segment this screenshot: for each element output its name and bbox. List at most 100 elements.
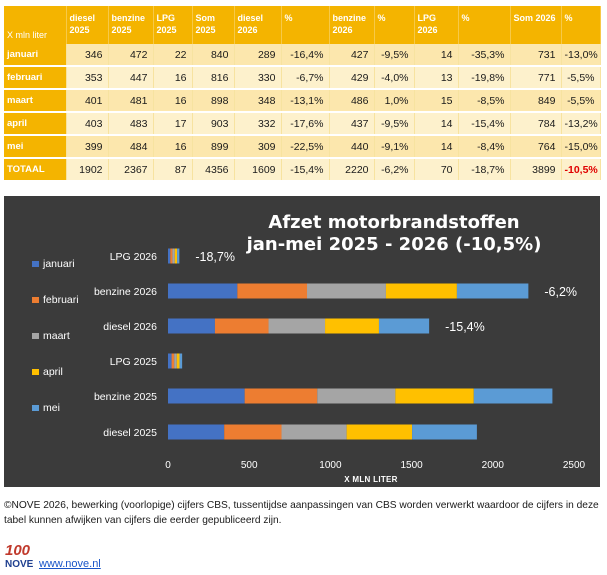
table-cell: 481 [108, 89, 154, 113]
table-row: januari 346 472 22 840 289 -16,4% 427 -9,5% 14 -35… [4, 44, 601, 67]
x-tick-label: 1500 [400, 460, 423, 471]
bar-segment-maart [281, 424, 347, 440]
table-cell: 330 [234, 66, 282, 90]
nove-logo: 100 NOVE [5, 542, 34, 570]
table-cell: -8,4% [458, 135, 511, 159]
bar-segment-april [346, 424, 413, 440]
table-cell: 353 [66, 66, 109, 90]
category-label: LPG 2025 [110, 356, 157, 368]
table-cell: 403 [66, 112, 109, 136]
table-cell: 731 [510, 44, 562, 67]
legend-entry: mei [43, 402, 60, 414]
table-cell: 849 [510, 89, 562, 113]
table-header-row: X mln liter diesel 2025 benzine 2025 LPG… [4, 6, 601, 44]
table-cell: -18,7% [458, 158, 511, 182]
row-label: TOTAAL [4, 158, 67, 182]
table-cell: 427 [329, 44, 375, 67]
table-cell: -15,0% [561, 135, 601, 159]
table-cell: 16 [153, 135, 193, 159]
x-tick-label: 1000 [319, 460, 342, 471]
table-cell: -6,2% [374, 158, 415, 182]
table-cell: 16 [153, 66, 193, 90]
fuel-sales-table: X mln liter diesel 2025 benzine 2025 LPG… [4, 6, 601, 182]
x-tick-label: 2000 [482, 460, 505, 471]
column-header: benzine 2025 [108, 6, 154, 44]
x-axis-label: X MLN LITER [344, 475, 398, 484]
fuel-sales-chart: Afzet motorbrandstoffen jan-mei 2025 - 20… [4, 196, 600, 487]
bar-segment-februari [224, 424, 282, 440]
svg-text:100: 100 [5, 542, 31, 559]
table-cell: 4356 [192, 158, 235, 182]
table-cell: 17 [153, 112, 193, 136]
table-cell: -9,5% [374, 44, 415, 67]
legend-swatch [32, 405, 39, 411]
column-header: % [281, 6, 330, 44]
table-cell: -19,8% [458, 66, 511, 90]
bar-segment-januari [168, 388, 245, 404]
bar-segment-mei [179, 353, 183, 369]
table-cell: 898 [192, 89, 235, 113]
x-tick-label: 2500 [563, 460, 586, 471]
legend-entry: april [43, 366, 63, 378]
column-header: LPG 2026 [414, 6, 459, 44]
bar-segment-april [325, 318, 379, 334]
table-cell: 332 [234, 112, 282, 136]
bar-segment-februari [170, 248, 173, 264]
corner-label: X mln liter [4, 6, 67, 44]
table-cell: 2220 [329, 158, 375, 182]
table-cell: 1902 [66, 158, 109, 182]
table-row: februari 353 447 16 816 330 -6,7% 429 -4,0% 13 -19… [4, 66, 601, 90]
table-cell: 440 [329, 135, 375, 159]
table-cell: 87 [153, 158, 193, 182]
row-label: februari [4, 66, 67, 90]
bar-segment-mei [177, 248, 180, 264]
table-total-row: TOTAAL 1902 2367 87 4356 1609 -15,4% 2220 -6,2% 7… [4, 158, 601, 182]
nove-website-link[interactable]: www.nove.nl [39, 558, 101, 570]
column-header: benzine 2026 [329, 6, 375, 44]
legend-entry: maart [43, 330, 70, 342]
table-cell: -17,6% [281, 112, 330, 136]
column-header: % [374, 6, 415, 44]
table-cell: 1,0% [374, 89, 415, 113]
bar-segment-mei [473, 388, 553, 404]
table-cell: 14 [414, 112, 459, 136]
bar-segment-februari [171, 353, 175, 369]
table-row: maart 401 481 16 898 348 -13,1% 486 1,0% 15 -8,5% 8… [4, 89, 601, 113]
bar-segment-april [174, 248, 178, 264]
table-cell: 784 [510, 112, 562, 136]
x-tick-label: 0 [165, 460, 171, 471]
table-cell: 840 [192, 44, 235, 67]
table-row: mei 399 484 16 899 309 -22,5% 440 -9,1% 14 -8,4% 76… [4, 135, 601, 159]
table-cell: -15,4% [458, 112, 511, 136]
bar-segment-januari [168, 318, 215, 334]
table-cell: 15 [414, 89, 459, 113]
column-header: diesel 2026 [234, 6, 282, 44]
bar-segment-februari [214, 318, 269, 334]
chart-title: Afzet motorbrandstoffen [268, 212, 519, 233]
table-cell: -13,2% [561, 112, 601, 136]
column-header: Som 2026 [510, 6, 562, 44]
bar-segment-januari [168, 424, 225, 440]
table-cell: 816 [192, 66, 235, 90]
table-cell: 14 [414, 44, 459, 67]
x-tick-label: 500 [241, 460, 258, 471]
table-cell: -8,5% [458, 89, 511, 113]
table-cell: 2367 [108, 158, 154, 182]
chart-subtitle: jan-mei 2025 - 2026 (-10,5%) [246, 234, 542, 255]
table-cell: -5,5% [561, 66, 601, 90]
bar-segment-april [385, 283, 457, 299]
table-cell: 348 [234, 89, 282, 113]
table-cell: 22 [153, 44, 193, 67]
bar-segment-maart [172, 248, 175, 264]
table-cell: 309 [234, 135, 282, 159]
bar-segment-maart [317, 388, 396, 404]
bar-segment-mei [456, 283, 529, 299]
bar-segment-januari [168, 283, 238, 299]
table-cell: -16,4% [281, 44, 330, 67]
row-label: mei [4, 135, 67, 159]
category-label: benzine 2026 [94, 286, 157, 298]
category-label: diesel 2025 [103, 427, 157, 439]
bar-segment-februari [244, 388, 318, 404]
legend-swatch [32, 297, 39, 303]
table-cell: 484 [108, 135, 154, 159]
